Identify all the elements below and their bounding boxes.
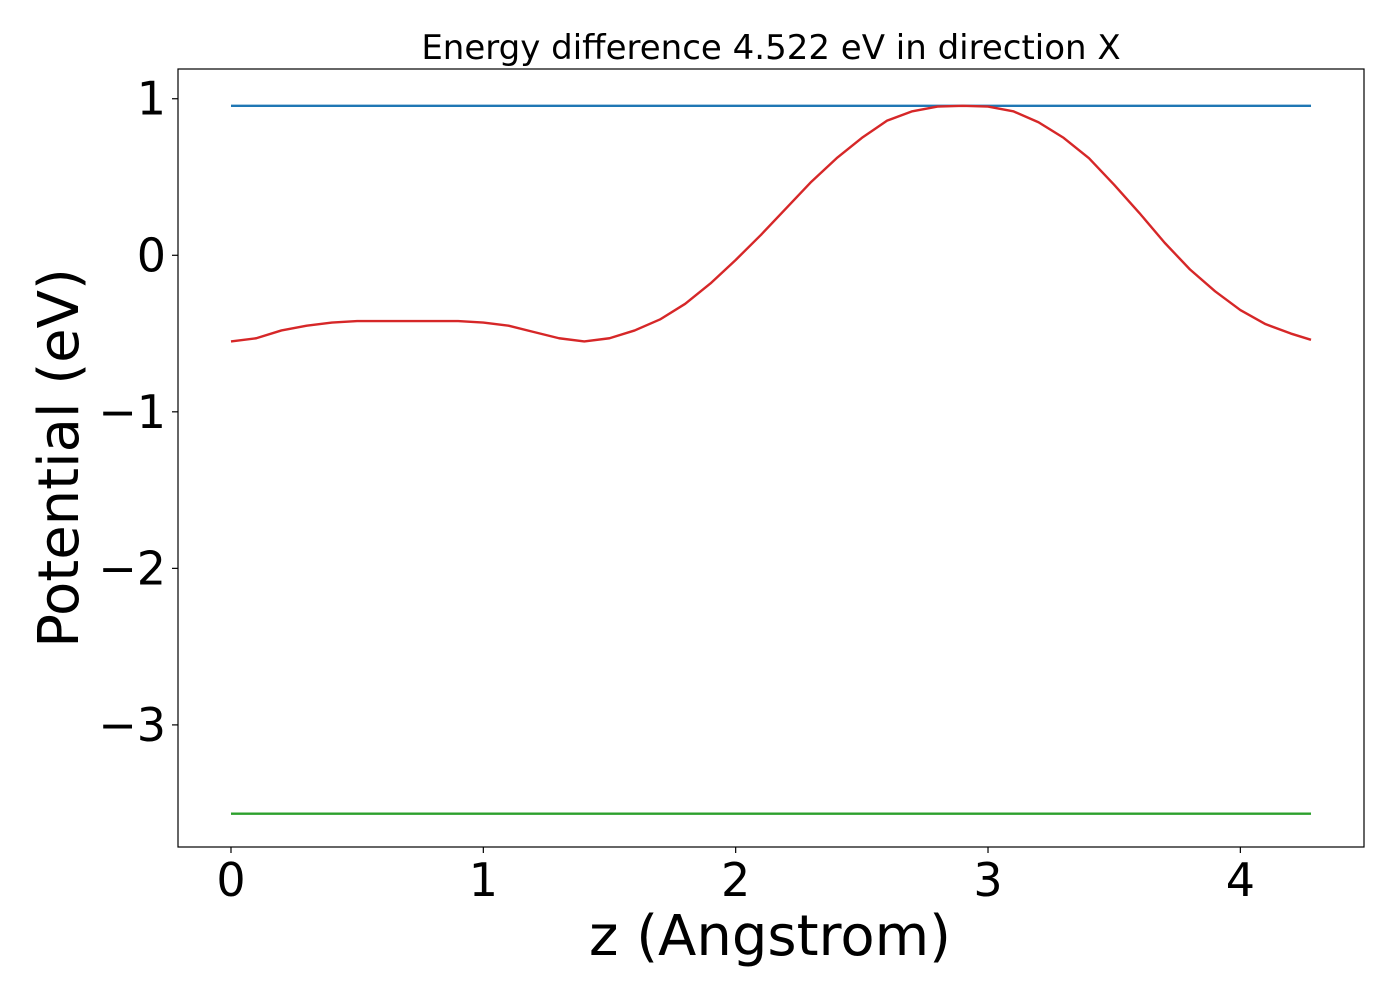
y-tick-label: −1 (98, 385, 166, 439)
plot-area (177, 68, 1365, 848)
plot-frame (177, 68, 1365, 848)
y-axis-label: Potential (eV) (27, 268, 92, 648)
y-tick-label: 1 (137, 72, 166, 126)
x-tick-label: 4 (1226, 853, 1255, 907)
x-axis-label: z (Angstrom) (589, 904, 951, 969)
x-tick-label: 3 (973, 853, 1002, 907)
x-tick-label: 0 (216, 853, 245, 907)
x-tick-label: 1 (469, 853, 498, 907)
x-axis-ticks: 0 1 2 3 4 (216, 847, 1255, 907)
y-tick-label: 0 (137, 228, 166, 282)
y-tick-label: −3 (98, 698, 166, 752)
series-line-2 (230, 104, 1312, 343)
y-tick-label: −2 (98, 541, 166, 595)
chart-title: Energy difference 4.522 eV in direction … (421, 28, 1120, 68)
x-tick-label: 2 (721, 853, 750, 907)
y-axis-ticks: 1 0 −1 −2 −3 (98, 72, 178, 752)
